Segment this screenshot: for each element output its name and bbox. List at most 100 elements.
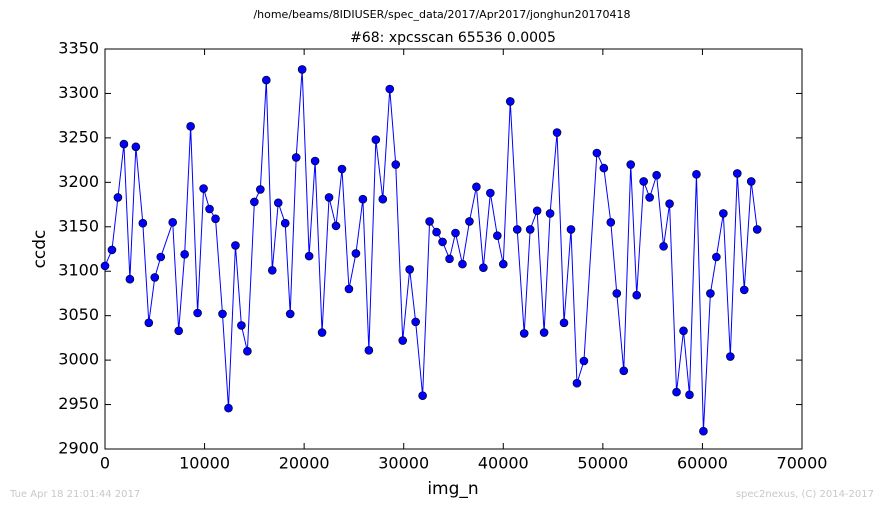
data-point xyxy=(746,177,756,186)
data-point xyxy=(619,366,629,376)
data-point xyxy=(432,227,441,237)
x-tick-label: 40000 xyxy=(478,454,529,473)
data-point xyxy=(458,259,467,269)
y-tick-label: 3050 xyxy=(58,305,99,324)
y-tick-label: 2900 xyxy=(58,439,99,458)
data-point xyxy=(107,245,117,255)
y-tick-label: 3300 xyxy=(58,83,99,102)
y-tick-label: 3350 xyxy=(58,39,99,58)
x-axis-label: img_n xyxy=(427,479,478,499)
data-point xyxy=(592,148,602,158)
data-point xyxy=(438,237,447,247)
y-tick-label: 3250 xyxy=(58,127,99,146)
data-point xyxy=(445,254,454,264)
data-point xyxy=(378,194,388,204)
data-point xyxy=(100,261,110,271)
data-point xyxy=(256,185,265,194)
x-tick-label: 20000 xyxy=(279,454,330,473)
x-tick-label: 50000 xyxy=(577,454,628,473)
y-tick-label: 3100 xyxy=(58,261,99,280)
data-point xyxy=(113,193,123,202)
data-point xyxy=(358,194,368,204)
data-point xyxy=(672,387,681,397)
data-point xyxy=(174,326,183,336)
data-point xyxy=(626,160,636,169)
data-point xyxy=(612,289,622,298)
data-point xyxy=(291,153,301,162)
data-point xyxy=(156,252,166,262)
data-point xyxy=(331,221,341,231)
data-point xyxy=(606,218,616,227)
data-point xyxy=(505,97,515,106)
data-point xyxy=(539,328,549,337)
data-point xyxy=(525,225,535,234)
data-point xyxy=(310,156,320,166)
data-point xyxy=(472,182,481,192)
x-tick-label: 70000 xyxy=(777,454,828,473)
data-point xyxy=(665,199,674,208)
data-point xyxy=(119,139,129,149)
data-point xyxy=(138,218,148,228)
data-point xyxy=(706,289,715,298)
data-point xyxy=(398,336,408,345)
data-point xyxy=(512,225,522,234)
x-tick-label: 0 xyxy=(100,454,110,473)
data-point xyxy=(493,231,502,240)
data-point xyxy=(186,122,195,131)
y-tick-label: 3150 xyxy=(58,216,99,235)
data-point xyxy=(559,318,569,328)
data-point xyxy=(645,193,654,202)
data-point xyxy=(685,390,694,400)
data-point xyxy=(652,170,661,180)
data-point xyxy=(498,259,508,269)
data-point xyxy=(237,321,246,330)
data-point xyxy=(632,290,642,300)
data-point xyxy=(739,285,749,295)
data-point xyxy=(371,135,381,144)
data-point xyxy=(364,346,374,355)
data-point xyxy=(218,309,227,319)
data-point xyxy=(465,217,474,226)
x-tick-label: 10000 xyxy=(179,454,230,473)
data-point xyxy=(351,249,361,258)
chart-title: #68: xpcsscan 65536 0.0005 xyxy=(350,30,556,46)
data-point xyxy=(280,218,290,228)
data-point xyxy=(205,204,214,214)
data-point xyxy=(168,218,178,227)
data-point xyxy=(579,356,589,366)
data-line xyxy=(104,69,758,432)
footer-right: spec2nexus, (C) 2014-2017 xyxy=(736,489,874,500)
y-axis-label: ccdc xyxy=(30,230,50,269)
data-point xyxy=(385,84,395,94)
data-point xyxy=(679,326,688,336)
data-point xyxy=(712,252,721,262)
data-point xyxy=(572,378,582,388)
data-point xyxy=(405,265,414,274)
data-point xyxy=(566,225,576,234)
y-tick-label: 2950 xyxy=(58,394,99,413)
data-point xyxy=(243,346,252,356)
footer-left: Tue Apr 18 21:01:44 2017 xyxy=(9,489,140,500)
data-point xyxy=(304,251,314,261)
data-point xyxy=(250,197,259,207)
data-point xyxy=(411,317,420,327)
data-point xyxy=(532,206,542,216)
data-point xyxy=(545,209,555,218)
data-point xyxy=(144,318,154,328)
data-point xyxy=(297,65,307,74)
y-tick-label: 3000 xyxy=(58,350,99,369)
data-point xyxy=(125,274,135,284)
data-point xyxy=(273,198,283,208)
data-point xyxy=(131,142,141,152)
data-point xyxy=(150,273,160,282)
data-point xyxy=(726,352,735,361)
data-point xyxy=(224,403,233,413)
data-point xyxy=(337,164,347,174)
y-tick-label: 3200 xyxy=(58,172,99,191)
data-point xyxy=(344,284,354,294)
data-point xyxy=(639,177,648,186)
data-point xyxy=(231,241,240,250)
data-point xyxy=(692,170,701,179)
data-point xyxy=(479,263,488,272)
data-point xyxy=(193,308,202,318)
